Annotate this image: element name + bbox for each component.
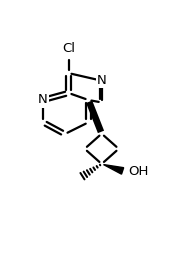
Text: N: N	[38, 93, 48, 106]
Text: Cl: Cl	[62, 42, 75, 55]
Text: OH: OH	[128, 165, 148, 178]
Polygon shape	[103, 165, 124, 174]
Text: N: N	[97, 74, 107, 87]
